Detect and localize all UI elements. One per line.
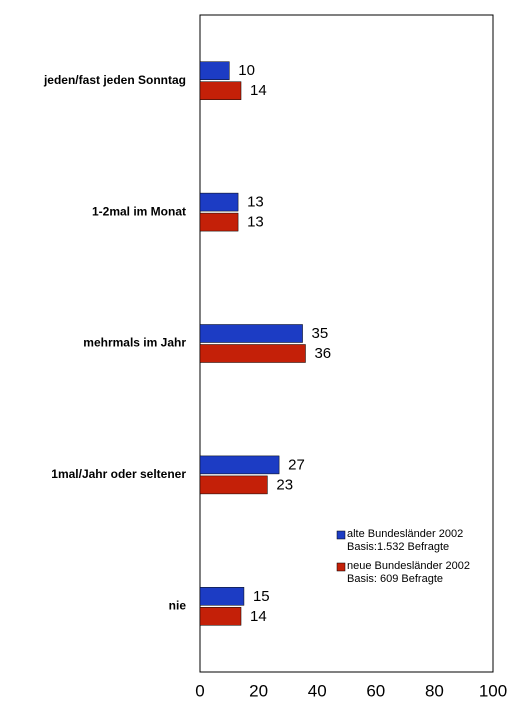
x-tick-label: 0	[195, 681, 204, 700]
legend-swatch	[336, 562, 346, 572]
bar	[199, 607, 242, 626]
bar	[199, 61, 230, 80]
bar	[199, 455, 280, 475]
bar	[199, 475, 268, 495]
category-label: 1mal/Jahr oder seltener	[51, 467, 186, 481]
bar	[199, 587, 245, 606]
x-tick-label: 100	[479, 681, 507, 700]
category-label: mehrmals im Jahr	[83, 336, 186, 350]
value-label: 10	[238, 62, 255, 79]
bar	[199, 192, 239, 212]
value-label: 14	[250, 82, 267, 99]
bar	[199, 81, 242, 100]
bar	[199, 212, 239, 232]
category-label: 1-2mal im Monat	[92, 204, 186, 218]
x-tick-label: 80	[425, 681, 444, 700]
value-label: 27	[288, 456, 305, 473]
legend-label: neue Bundesländer 2002 Basis: 609 Befrag…	[347, 560, 470, 585]
legend-label: alte Bundesländer 2002 Basis:1.532 Befra…	[347, 528, 464, 553]
value-label: 15	[253, 588, 270, 605]
bar	[199, 324, 303, 343]
category-label: nie	[169, 598, 187, 612]
plot-frame	[199, 14, 494, 673]
bar	[199, 344, 306, 363]
value-label: 13	[247, 214, 264, 231]
value-label: 23	[276, 476, 293, 493]
value-label: 14	[250, 608, 267, 625]
category-label: jeden/fast jeden Sonntag	[43, 73, 186, 87]
x-tick-label: 20	[249, 681, 268, 700]
value-label: 36	[314, 345, 331, 362]
value-label: 35	[312, 325, 329, 342]
value-label: 13	[247, 194, 264, 211]
x-tick-label: 60	[366, 681, 385, 700]
x-tick-label: 40	[308, 681, 327, 700]
legend-swatch	[336, 530, 346, 540]
